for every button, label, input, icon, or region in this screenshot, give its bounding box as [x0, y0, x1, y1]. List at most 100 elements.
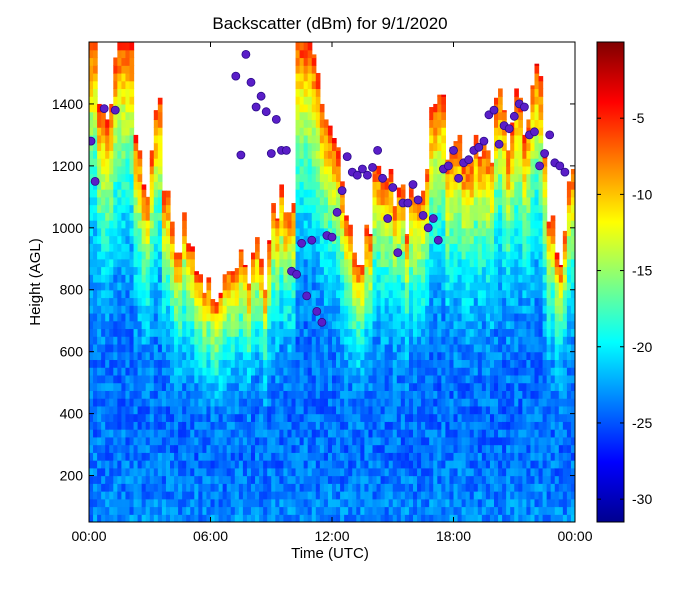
heatmap-cell: [408, 483, 414, 492]
heatmap-cell: [396, 351, 402, 361]
heatmap-cell: [271, 336, 276, 345]
heatmap-cell: [311, 258, 317, 268]
heatmap-cell: [408, 282, 414, 291]
heatmap-cell: [384, 243, 390, 252]
heatmap-cell: [372, 305, 378, 314]
heatmap-cell: [89, 343, 94, 353]
heatmap-cell: [157, 274, 163, 283]
heatmap-cell: [336, 312, 341, 322]
heatmap-cell: [526, 181, 532, 190]
heatmap-cell: [303, 181, 309, 190]
heatmap-cell: [291, 320, 297, 330]
heatmap-cell: [121, 212, 127, 221]
heatmap-cell: [206, 382, 212, 391]
heatmap-cell: [453, 429, 459, 438]
heatmap-cell: [481, 429, 487, 438]
heatmap-cell: [101, 142, 106, 151]
heatmap-cell: [307, 111, 313, 121]
heatmap-cell: [368, 274, 374, 283]
heatmap-cell: [498, 274, 503, 283]
heatmap-cell: [477, 274, 483, 283]
heatmap-cell: [117, 382, 122, 391]
heatmap-cell: [522, 506, 527, 515]
heatmap-cell: [352, 305, 357, 314]
heatmap-cell: [372, 181, 378, 190]
heatmap-cell: [255, 390, 260, 399]
heatmap-cell: [388, 251, 394, 260]
heatmap-cell: [186, 405, 191, 415]
heatmap-cell: [392, 351, 398, 361]
heatmap-cell: [392, 328, 398, 337]
heatmap-cell: [157, 475, 163, 484]
heatmap-cell: [315, 390, 321, 399]
heatmap-cell: [376, 413, 382, 422]
heatmap-cell: [340, 297, 345, 306]
heatmap-cell: [388, 196, 394, 206]
heatmap-cell: [526, 328, 532, 337]
heatmap-cell: [437, 506, 442, 515]
heatmap-cell: [214, 343, 220, 353]
heatmap-cell: [145, 351, 151, 361]
heatmap-cell: [368, 251, 374, 260]
heatmap-cell: [441, 421, 446, 430]
heatmap-cell: [352, 374, 357, 384]
heatmap-cell: [291, 491, 297, 500]
heatmap-cell: [238, 297, 244, 306]
heatmap-cell: [283, 212, 289, 221]
heatmap-cell: [263, 398, 268, 407]
heatmap-cell: [299, 367, 305, 376]
heatmap-cell: [522, 398, 527, 407]
heatmap-cell: [356, 498, 361, 508]
heatmap-cell: [291, 444, 297, 453]
heatmap-cell: [522, 243, 527, 252]
heatmap-cell: [489, 367, 495, 376]
heatmap-cell: [413, 405, 418, 415]
heatmap-cell: [101, 328, 106, 337]
heatmap-cell: [526, 506, 532, 515]
heatmap-cell: [97, 181, 102, 190]
heatmap-cell: [526, 258, 532, 268]
heatmap-cell: [372, 243, 378, 252]
heatmap-cell: [352, 514, 357, 522]
heatmap-cell: [473, 150, 479, 159]
heatmap-cell: [89, 359, 94, 368]
heatmap-cell: [271, 390, 276, 399]
heatmap-cell: [125, 343, 131, 353]
heatmap-cell: [445, 498, 451, 508]
heatmap-cell: [295, 405, 301, 415]
heatmap-cell: [494, 204, 499, 213]
heatmap-cell: [311, 134, 317, 144]
heatmap-cell: [514, 320, 519, 330]
heatmap-cell: [170, 374, 175, 384]
heatmap-cell: [323, 212, 329, 221]
heatmap-cell: [295, 467, 301, 477]
heatmap-cell: [376, 204, 382, 213]
heatmap-cell: [311, 227, 317, 237]
heatmap-cell: [498, 452, 503, 461]
heatmap-cell: [251, 460, 256, 469]
heatmap-cell: [445, 204, 451, 213]
heatmap-cell: [234, 398, 240, 407]
heatmap-cell: [101, 181, 106, 190]
heatmap-cell: [117, 227, 122, 237]
heatmap-cell: [433, 382, 438, 391]
heatmap-cell: [384, 514, 390, 522]
heatmap-cell: [429, 119, 434, 128]
heatmap-cell: [283, 467, 289, 477]
heatmap-cell: [502, 142, 507, 151]
heatmap-cell: [210, 343, 216, 353]
heatmap-cell: [279, 243, 284, 252]
heatmap-cell: [198, 305, 203, 314]
heatmap-cell: [238, 460, 244, 469]
heatmap-cell: [360, 498, 365, 508]
heatmap-cell: [417, 343, 422, 353]
heatmap-cell: [275, 382, 280, 391]
heatmap-cell: [404, 359, 410, 368]
heatmap-cell: [344, 498, 349, 508]
heatmap-cell: [218, 297, 224, 306]
heatmap-cell: [356, 382, 361, 391]
heatmap-cell: [437, 94, 442, 97]
heatmap-cell: [348, 251, 353, 260]
heatmap-cell: [473, 374, 479, 384]
heatmap-cell: [242, 444, 248, 453]
